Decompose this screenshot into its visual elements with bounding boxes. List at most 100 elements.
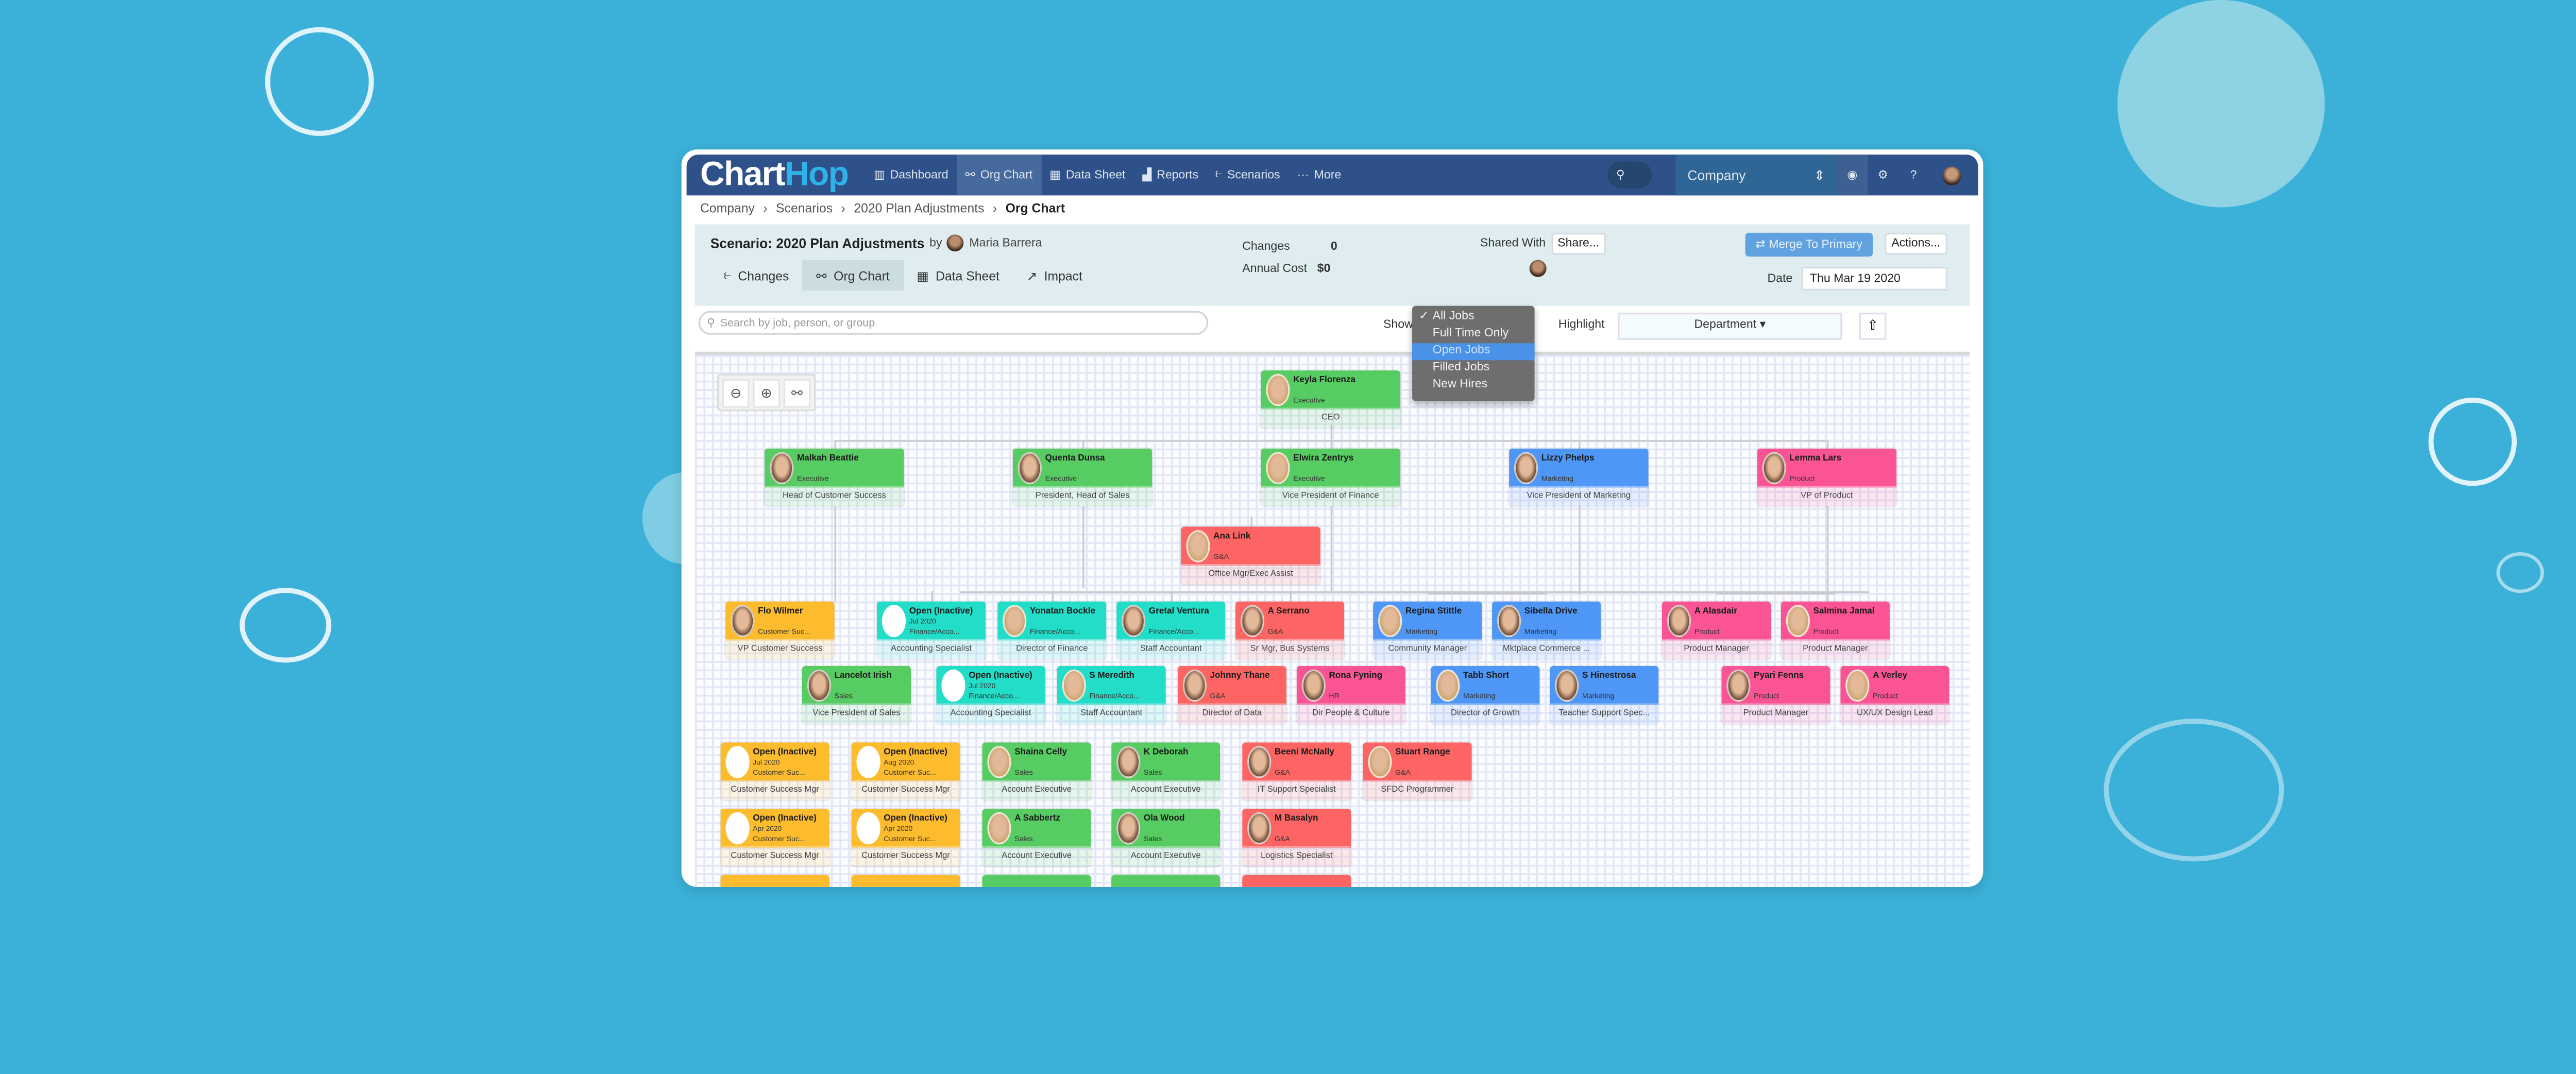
connector-line <box>1330 424 1333 449</box>
nav-more[interactable]: ··· More <box>1289 155 1350 195</box>
org-card[interactable]: A Verley Product UX/UX Design Lead <box>1840 666 1950 724</box>
org-card[interactable]: Pyari Fenns Product Product Manager <box>1721 666 1831 724</box>
fit-tree-button[interactable]: ⚯ <box>783 378 811 407</box>
changes-value: 0 <box>1330 241 1337 253</box>
org-card[interactable]: A Alasdair Product Product Manager <box>1662 601 1771 659</box>
org-card[interactable]: S Meredith Finance/Acco... Staff Account… <box>1057 666 1166 724</box>
org-card[interactable]: S Hinestrosa Marketing Teacher Support S… <box>1550 666 1659 724</box>
org-card[interactable]: Elwira Zentrys Executive Vice President … <box>1261 448 1400 506</box>
org-chart-canvas[interactable]: ⊖ ⊕ ⚯ Keyla Florenza Executive CEO Malka… <box>695 351 1970 887</box>
nav-org-chart[interactable]: ⚯ Org Chart <box>957 155 1041 196</box>
org-card[interactable]: Open (Inactive) Jul 2020 Finance/Acco...… <box>936 666 1045 724</box>
card-title: Product Manager <box>1721 703 1831 724</box>
search-input[interactable]: ⚲ Search by job, person, or group <box>698 311 1209 335</box>
org-card-partial[interactable] <box>1111 875 1221 887</box>
shared-with: Shared With Share... <box>1480 232 1606 255</box>
settings-button[interactable]: ⚙ <box>1868 155 1898 195</box>
tab-org-chart[interactable]: ⚯ Org Chart <box>802 260 904 291</box>
chevron-right-icon: › <box>841 200 845 216</box>
zoom-in-button[interactable]: ⊕ <box>753 378 781 407</box>
tab-data-sheet[interactable]: ▦ Data Sheet <box>903 260 1013 291</box>
org-card[interactable]: Gretal Ventura Finance/Acco... Staff Acc… <box>1116 601 1226 659</box>
org-card[interactable]: Regina Stittle Marketing Community Manag… <box>1373 601 1482 659</box>
company-select[interactable]: Company ⇕ <box>1675 155 1837 196</box>
org-card[interactable]: Yonatan Bockle Finance/Acco... Director … <box>997 601 1107 659</box>
org-card[interactable]: Quenta Dunsa Executive President, Head o… <box>1012 448 1153 506</box>
org-card[interactable]: Stuart Range G&A SFDC Programmer <box>1363 742 1472 800</box>
show-option-all-jobs[interactable]: ✓ All Jobs <box>1412 309 1534 326</box>
scenario-title-text: Scenario: 2020 Plan Adjustments <box>710 235 925 251</box>
org-card-partial[interactable] <box>982 875 1091 887</box>
person-avatar <box>1378 605 1402 637</box>
card-title: Director of Finance <box>997 639 1107 659</box>
org-card[interactable]: Open (Inactive) Jul 2020 Customer Suc...… <box>720 742 829 800</box>
card-header: Sibella Drive Marketing <box>1492 601 1601 639</box>
card-title: Vice President of Marketing <box>1509 486 1649 506</box>
org-card[interactable]: Malkah Beattie Executive Head of Custome… <box>765 448 904 506</box>
breadcrumb-company[interactable]: Company <box>700 200 755 216</box>
breadcrumb: Company › Scenarios › 2020 Plan Adjustment… <box>700 200 1065 216</box>
org-card[interactable]: A Serrano G&A Sr Mgr, Bus Systems <box>1235 601 1345 659</box>
org-card[interactable]: Open (Inactive) Apr 2020 Customer Suc...… <box>720 809 829 867</box>
card-department: Customer Suc... <box>753 834 805 843</box>
nav-search-button[interactable]: ⚲ <box>1607 161 1652 189</box>
org-card[interactable]: A Sabbertz Sales Account Executive <box>982 809 1091 867</box>
show-option-full-time[interactable]: Full Time Only <box>1412 326 1534 343</box>
org-card-partial[interactable] <box>1242 875 1351 887</box>
card-header: Beeni McNally G&A <box>1242 742 1351 780</box>
org-card[interactable]: K Deborah Sales Account Executive <box>1111 742 1221 800</box>
connector-line <box>834 506 836 602</box>
org-card[interactable]: Sibella Drive Marketing Mktplace Commerc… <box>1492 601 1601 659</box>
nav-scenarios[interactable]: ⥼ Scenarios <box>1207 155 1289 195</box>
actions-button[interactable]: Actions... <box>1885 232 1947 255</box>
merge-to-primary-button[interactable]: ⇄ Merge To Primary <box>1745 232 1873 257</box>
org-card[interactable]: Rona Fyning HR Dir People & Culture <box>1296 666 1405 724</box>
card-department: Marketing <box>1582 691 1615 700</box>
org-card[interactable]: Tabb Short Marketing Director of Growth <box>1431 666 1540 724</box>
org-card-partial[interactable] <box>851 875 960 887</box>
charthop-logo[interactable]: ChartHop <box>700 155 849 193</box>
person-avatar <box>987 746 1011 778</box>
card-name: Open (Inactive) <box>753 747 817 758</box>
card-header: Lemma Lars Product <box>1757 448 1897 486</box>
show-option-new-hires[interactable]: New Hires <box>1412 377 1534 394</box>
org-card[interactable]: Open (Inactive) Apr 2020 Customer Suc...… <box>851 809 960 867</box>
org-card[interactable]: Lancelot Irish Sales Vice President of S… <box>802 666 911 724</box>
org-card[interactable]: Lizzy Phelps Marketing Vice President of… <box>1509 448 1649 506</box>
org-card[interactable]: Salmina Jamal Product Product Manager <box>1781 601 1890 659</box>
help-button[interactable]: ? <box>1898 155 1928 195</box>
org-card[interactable]: Shaina Celly Sales Account Executive <box>982 742 1091 800</box>
eye-button[interactable]: ◉ <box>1837 155 1868 196</box>
org-card[interactable]: M Basalyn G&A Logistics Specialist <box>1242 809 1351 867</box>
breadcrumb-scenarios[interactable]: Scenarios <box>776 200 833 216</box>
org-card[interactable]: Ola Wood Sales Account Executive <box>1111 809 1221 867</box>
share-button[interactable]: Share... <box>1550 232 1606 255</box>
tab-impact[interactable]: ↗ Impact <box>1013 260 1096 291</box>
show-option-filled-jobs[interactable]: Filled Jobs <box>1412 360 1534 377</box>
date-input[interactable]: Thu Mar 19 2020 <box>1801 266 1948 291</box>
card-department: Marketing <box>1405 627 1438 636</box>
card-header: Ola Wood Sales <box>1111 809 1221 846</box>
org-card[interactable]: Flo Wilmer Customer Suc... VP Customer S… <box>725 601 835 659</box>
org-card[interactable]: Lemma Lars Product VP of Product <box>1757 448 1897 506</box>
tab-changes[interactable]: ⥼ Changes <box>710 260 803 291</box>
nav-reports[interactable]: ▟ Reports <box>1134 155 1207 195</box>
org-card[interactable]: Beeni McNally G&A IT Support Specialist <box>1242 742 1351 800</box>
org-card-partial[interactable] <box>720 875 829 887</box>
show-option-open-jobs[interactable]: Open Jobs <box>1412 343 1535 361</box>
card-department: Finance/Acco... <box>969 691 1019 700</box>
nav-dashboard[interactable]: ▥ Dashboard <box>865 155 957 195</box>
org-card[interactable]: Keyla Florenza Executive CEO <box>1261 370 1400 429</box>
highlight-select[interactable]: Department ▾ <box>1618 312 1842 340</box>
user-avatar[interactable] <box>1942 165 1961 184</box>
author-name[interactable]: Maria Barrera <box>969 237 1042 249</box>
org-card[interactable]: Ana Link G&A Office Mgr/Exec Assist <box>1181 526 1320 585</box>
org-card[interactable]: Open (Inactive) Aug 2020 Customer Suc...… <box>851 742 960 800</box>
nav-data-sheet[interactable]: ▦ Data Sheet <box>1041 155 1134 195</box>
zoom-out-button[interactable]: ⊖ <box>722 378 750 407</box>
breadcrumb-scenario[interactable]: 2020 Plan Adjustments <box>854 200 985 216</box>
card-date: Jul 2020 <box>969 681 996 690</box>
org-card[interactable]: Johnny Thane G&A Director of Data <box>1177 666 1286 724</box>
org-card[interactable]: Open (Inactive) Jul 2020 Finance/Acco...… <box>877 601 986 659</box>
export-button[interactable]: ⇧ <box>1859 312 1887 340</box>
